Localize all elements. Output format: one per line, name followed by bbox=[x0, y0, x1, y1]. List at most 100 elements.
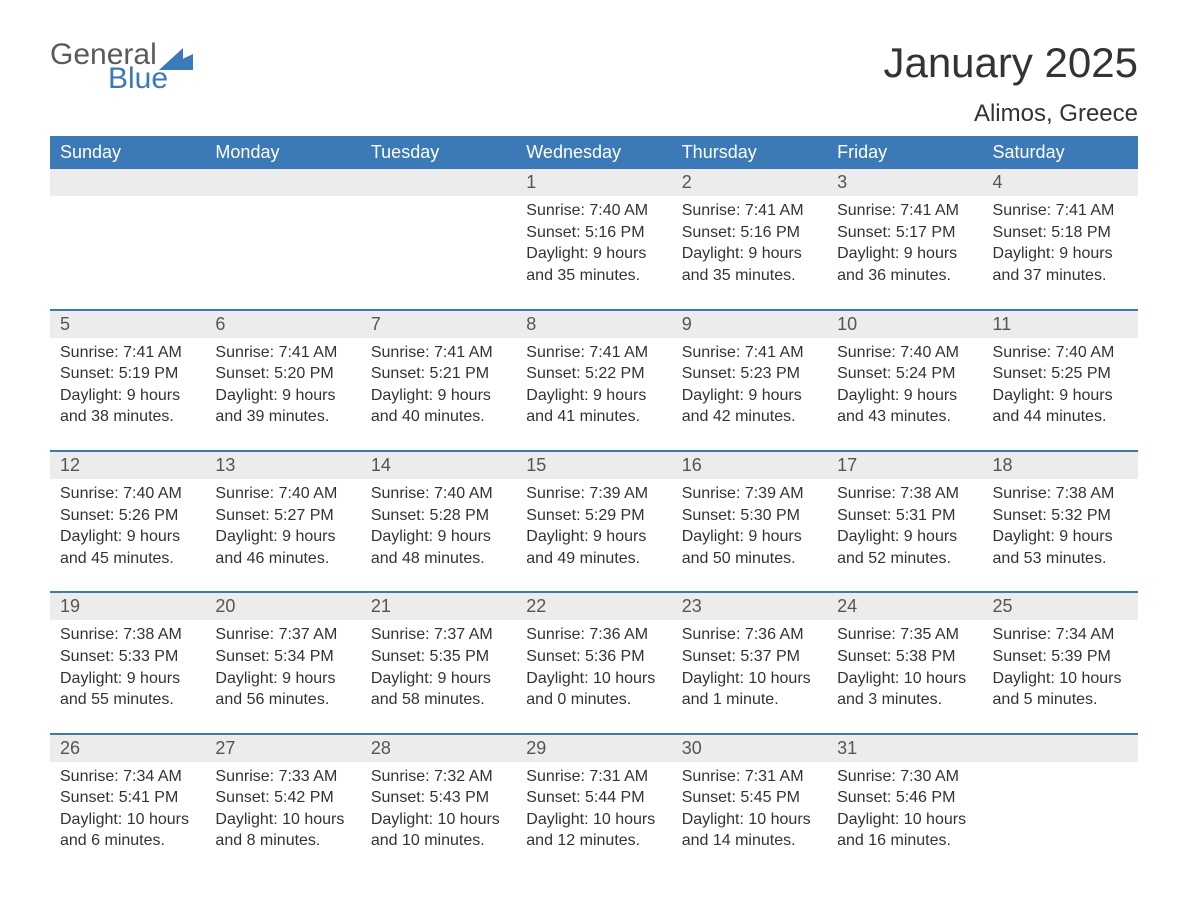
day-detail-cell: Sunrise: 7:38 AMSunset: 5:33 PMDaylight:… bbox=[50, 620, 205, 733]
sunset-text: Sunset: 5:42 PM bbox=[215, 787, 350, 809]
sunset-text: Sunset: 5:41 PM bbox=[60, 787, 195, 809]
sunrise-text: Sunrise: 7:41 AM bbox=[682, 342, 817, 364]
sunrise-text: Sunrise: 7:39 AM bbox=[526, 483, 661, 505]
sunrise-text: Sunrise: 7:34 AM bbox=[60, 766, 195, 788]
sunset-text: Sunset: 5:29 PM bbox=[526, 505, 661, 527]
daylight-text: Daylight: 9 hours and 35 minutes. bbox=[682, 243, 817, 286]
daynum-row: 262728293031 bbox=[50, 734, 1138, 762]
day-detail-cell: Sunrise: 7:41 AMSunset: 5:19 PMDaylight:… bbox=[50, 338, 205, 451]
title-block: January 2025 Alimos, Greece bbox=[883, 40, 1138, 128]
day-number-cell: 26 bbox=[50, 734, 205, 762]
day-number-cell: 2 bbox=[672, 169, 827, 196]
sunset-text: Sunset: 5:33 PM bbox=[60, 646, 195, 668]
sunrise-text: Sunrise: 7:37 AM bbox=[215, 624, 350, 646]
day-detail-cell: Sunrise: 7:37 AMSunset: 5:35 PMDaylight:… bbox=[361, 620, 516, 733]
sunset-text: Sunset: 5:23 PM bbox=[682, 363, 817, 385]
day-number-cell: 29 bbox=[516, 734, 671, 762]
day-number-cell: 10 bbox=[827, 310, 982, 338]
day-number-cell: 24 bbox=[827, 592, 982, 620]
logo-text-blue: Blue bbox=[108, 64, 193, 94]
sunrise-text: Sunrise: 7:40 AM bbox=[993, 342, 1128, 364]
day-detail-cell: Sunrise: 7:41 AMSunset: 5:17 PMDaylight:… bbox=[827, 196, 982, 309]
weekday-header: Sunday bbox=[50, 136, 205, 169]
day-detail-cell: Sunrise: 7:31 AMSunset: 5:44 PMDaylight:… bbox=[516, 762, 671, 874]
day-number-cell: 20 bbox=[205, 592, 360, 620]
sunset-text: Sunset: 5:28 PM bbox=[371, 505, 506, 527]
daynum-row: 12131415161718 bbox=[50, 451, 1138, 479]
sunrise-text: Sunrise: 7:36 AM bbox=[682, 624, 817, 646]
sunset-text: Sunset: 5:39 PM bbox=[993, 646, 1128, 668]
day-number-cell bbox=[50, 169, 205, 196]
daylight-text: Daylight: 9 hours and 58 minutes. bbox=[371, 668, 506, 711]
sunset-text: Sunset: 5:27 PM bbox=[215, 505, 350, 527]
day-detail-cell: Sunrise: 7:32 AMSunset: 5:43 PMDaylight:… bbox=[361, 762, 516, 874]
calendar-table: Sunday Monday Tuesday Wednesday Thursday… bbox=[50, 136, 1138, 874]
day-number-cell bbox=[205, 169, 360, 196]
sunrise-text: Sunrise: 7:41 AM bbox=[837, 200, 972, 222]
day-detail-cell: Sunrise: 7:41 AMSunset: 5:16 PMDaylight:… bbox=[672, 196, 827, 309]
daylight-text: Daylight: 10 hours and 5 minutes. bbox=[993, 668, 1128, 711]
day-detail-cell: Sunrise: 7:38 AMSunset: 5:31 PMDaylight:… bbox=[827, 479, 982, 592]
daylight-text: Daylight: 9 hours and 52 minutes. bbox=[837, 526, 972, 569]
sunrise-text: Sunrise: 7:40 AM bbox=[371, 483, 506, 505]
sunrise-text: Sunrise: 7:41 AM bbox=[526, 342, 661, 364]
weekday-header: Saturday bbox=[983, 136, 1138, 169]
daylight-text: Daylight: 9 hours and 37 minutes. bbox=[993, 243, 1128, 286]
daylight-text: Daylight: 9 hours and 38 minutes. bbox=[60, 385, 195, 428]
detail-row: Sunrise: 7:38 AMSunset: 5:33 PMDaylight:… bbox=[50, 620, 1138, 733]
sunrise-text: Sunrise: 7:30 AM bbox=[837, 766, 972, 788]
sunset-text: Sunset: 5:37 PM bbox=[682, 646, 817, 668]
day-detail-cell: Sunrise: 7:41 AMSunset: 5:18 PMDaylight:… bbox=[983, 196, 1138, 309]
logo: General Blue bbox=[50, 40, 193, 94]
day-detail-cell: Sunrise: 7:39 AMSunset: 5:30 PMDaylight:… bbox=[672, 479, 827, 592]
day-detail-cell: Sunrise: 7:41 AMSunset: 5:22 PMDaylight:… bbox=[516, 338, 671, 451]
daylight-text: Daylight: 9 hours and 45 minutes. bbox=[60, 526, 195, 569]
location-label: Alimos, Greece bbox=[883, 100, 1138, 128]
weekday-header: Wednesday bbox=[516, 136, 671, 169]
day-number-cell: 3 bbox=[827, 169, 982, 196]
sunset-text: Sunset: 5:31 PM bbox=[837, 505, 972, 527]
sunrise-text: Sunrise: 7:38 AM bbox=[993, 483, 1128, 505]
daylight-text: Daylight: 10 hours and 3 minutes. bbox=[837, 668, 972, 711]
daylight-text: Daylight: 9 hours and 49 minutes. bbox=[526, 526, 661, 569]
detail-row: Sunrise: 7:40 AMSunset: 5:16 PMDaylight:… bbox=[50, 196, 1138, 309]
day-number-cell: 8 bbox=[516, 310, 671, 338]
sunrise-text: Sunrise: 7:41 AM bbox=[215, 342, 350, 364]
sunset-text: Sunset: 5:45 PM bbox=[682, 787, 817, 809]
day-number-cell bbox=[361, 169, 516, 196]
day-number-cell: 15 bbox=[516, 451, 671, 479]
day-detail-cell: Sunrise: 7:39 AMSunset: 5:29 PMDaylight:… bbox=[516, 479, 671, 592]
detail-row: Sunrise: 7:34 AMSunset: 5:41 PM Daylight:… bbox=[50, 762, 1138, 874]
sunset-text: Sunset: 5:20 PM bbox=[215, 363, 350, 385]
weekday-header: Friday bbox=[827, 136, 982, 169]
day-number-cell: 6 bbox=[205, 310, 360, 338]
sunrise-text: Sunrise: 7:40 AM bbox=[837, 342, 972, 364]
day-detail-cell: Sunrise: 7:36 AMSunset: 5:37 PMDaylight:… bbox=[672, 620, 827, 733]
day-detail-cell: Sunrise: 7:34 AMSunset: 5:41 PMDaylight:… bbox=[50, 762, 205, 874]
weekday-header: Thursday bbox=[672, 136, 827, 169]
daylight-text: Daylight: 10 hours and 16 minutes. bbox=[837, 809, 972, 852]
day-number-cell: 19 bbox=[50, 592, 205, 620]
sunset-text: Sunset: 5:21 PM bbox=[371, 363, 506, 385]
page-title: January 2025 bbox=[883, 40, 1138, 86]
sunrise-text: Sunrise: 7:41 AM bbox=[60, 342, 195, 364]
sunrise-text: Sunrise: 7:40 AM bbox=[526, 200, 661, 222]
weekday-header: Tuesday bbox=[361, 136, 516, 169]
day-detail-cell: Sunrise: 7:41 AMSunset: 5:23 PMDaylight:… bbox=[672, 338, 827, 451]
sunset-text: Sunset: 5:36 PM bbox=[526, 646, 661, 668]
sunset-text: Sunset: 5:44 PM bbox=[526, 787, 661, 809]
day-detail-cell: Sunrise: 7:40 AMSunset: 5:28 PMDaylight:… bbox=[361, 479, 516, 592]
day-number-cell: 22 bbox=[516, 592, 671, 620]
day-number-cell: 31 bbox=[827, 734, 982, 762]
sunset-text: Sunset: 5:34 PM bbox=[215, 646, 350, 668]
daylight-text: Daylight: 10 hours and 1 minute. bbox=[682, 668, 817, 711]
day-number-cell: 16 bbox=[672, 451, 827, 479]
day-number-cell: 14 bbox=[361, 451, 516, 479]
day-detail-cell: Sunrise: 7:30 AMSunset: 5:46 PMDaylight:… bbox=[827, 762, 982, 874]
day-number-cell: 1 bbox=[516, 169, 671, 196]
daynum-row: 567891011 bbox=[50, 310, 1138, 338]
sunrise-text: Sunrise: 7:40 AM bbox=[60, 483, 195, 505]
detail-row: Sunrise: 7:40 AMSunset: 5:26 PMDaylight:… bbox=[50, 479, 1138, 592]
daylight-text: Daylight: 9 hours and 50 minutes. bbox=[682, 526, 817, 569]
sunrise-text: Sunrise: 7:38 AM bbox=[837, 483, 972, 505]
